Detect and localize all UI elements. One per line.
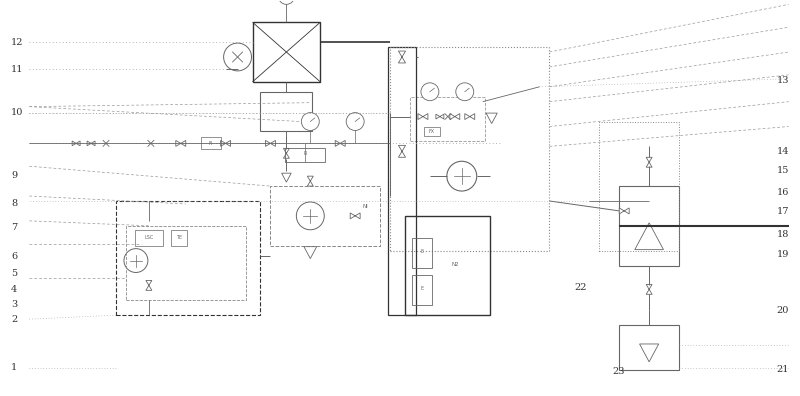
Text: N2: N2 — [452, 261, 460, 267]
Polygon shape — [282, 173, 291, 182]
Circle shape — [346, 112, 364, 130]
Polygon shape — [398, 145, 406, 157]
Bar — [412, 238, 432, 268]
Polygon shape — [307, 176, 314, 186]
Polygon shape — [646, 157, 652, 167]
Circle shape — [456, 83, 474, 101]
Text: 4: 4 — [11, 285, 18, 294]
Circle shape — [278, 0, 294, 4]
Bar — [410, 97, 485, 141]
Text: 16: 16 — [777, 188, 789, 196]
Bar — [261, 92, 312, 131]
Circle shape — [124, 249, 148, 272]
Bar — [599, 122, 679, 251]
Text: NI: NI — [362, 204, 368, 209]
Bar — [424, 126, 440, 137]
Polygon shape — [283, 148, 290, 158]
Bar — [390, 47, 550, 251]
Text: 19: 19 — [777, 250, 789, 259]
Bar — [135, 230, 163, 246]
Polygon shape — [398, 51, 406, 63]
Text: 23: 23 — [612, 367, 625, 375]
Polygon shape — [619, 208, 630, 214]
Polygon shape — [418, 114, 428, 120]
Bar — [201, 137, 221, 149]
Polygon shape — [146, 280, 152, 290]
Polygon shape — [176, 141, 186, 147]
Text: LSC: LSC — [144, 235, 154, 240]
Bar — [126, 226, 246, 300]
Bar — [405, 216, 490, 315]
Polygon shape — [450, 114, 460, 120]
Text: E: E — [420, 249, 423, 253]
Polygon shape — [634, 223, 663, 249]
Text: 21: 21 — [777, 365, 789, 373]
Bar — [619, 186, 679, 266]
Text: 8: 8 — [11, 199, 17, 208]
Polygon shape — [350, 213, 360, 219]
Polygon shape — [646, 284, 652, 294]
Circle shape — [447, 161, 477, 191]
Text: 14: 14 — [777, 147, 789, 156]
Text: R: R — [304, 151, 307, 156]
Text: 12: 12 — [11, 38, 23, 47]
Bar — [286, 148, 326, 162]
Circle shape — [296, 202, 324, 230]
Text: E: E — [420, 286, 423, 291]
Polygon shape — [221, 141, 230, 147]
Circle shape — [224, 43, 251, 71]
Text: TE: TE — [176, 235, 182, 240]
Bar — [116, 201, 261, 315]
Text: 5: 5 — [11, 269, 17, 278]
Text: 2: 2 — [11, 315, 18, 324]
Bar — [412, 276, 432, 305]
Polygon shape — [335, 141, 345, 147]
Bar — [253, 22, 320, 82]
Text: 6: 6 — [11, 252, 17, 261]
Text: 3: 3 — [11, 301, 18, 309]
Text: 7: 7 — [11, 223, 18, 232]
Text: 20: 20 — [777, 306, 789, 314]
Text: 10: 10 — [11, 108, 23, 117]
Polygon shape — [87, 141, 95, 146]
Bar — [388, 47, 416, 315]
Polygon shape — [266, 141, 275, 147]
Text: 22: 22 — [575, 283, 587, 292]
Text: 9: 9 — [11, 171, 17, 180]
Text: FX: FX — [429, 129, 435, 134]
Polygon shape — [436, 114, 444, 119]
Text: 11: 11 — [11, 65, 23, 74]
Bar — [170, 230, 186, 246]
Text: FI: FI — [209, 141, 213, 146]
Text: 15: 15 — [777, 166, 789, 175]
Polygon shape — [72, 141, 80, 146]
Circle shape — [302, 112, 319, 130]
Text: 18: 18 — [777, 230, 789, 239]
Text: 1: 1 — [11, 364, 18, 372]
Polygon shape — [304, 247, 317, 259]
Polygon shape — [639, 344, 658, 362]
Circle shape — [421, 83, 439, 101]
Text: 13: 13 — [777, 76, 789, 84]
Bar — [270, 186, 380, 246]
Text: 17: 17 — [777, 207, 789, 216]
Bar — [619, 325, 679, 370]
Polygon shape — [465, 114, 474, 120]
Polygon shape — [486, 113, 498, 124]
